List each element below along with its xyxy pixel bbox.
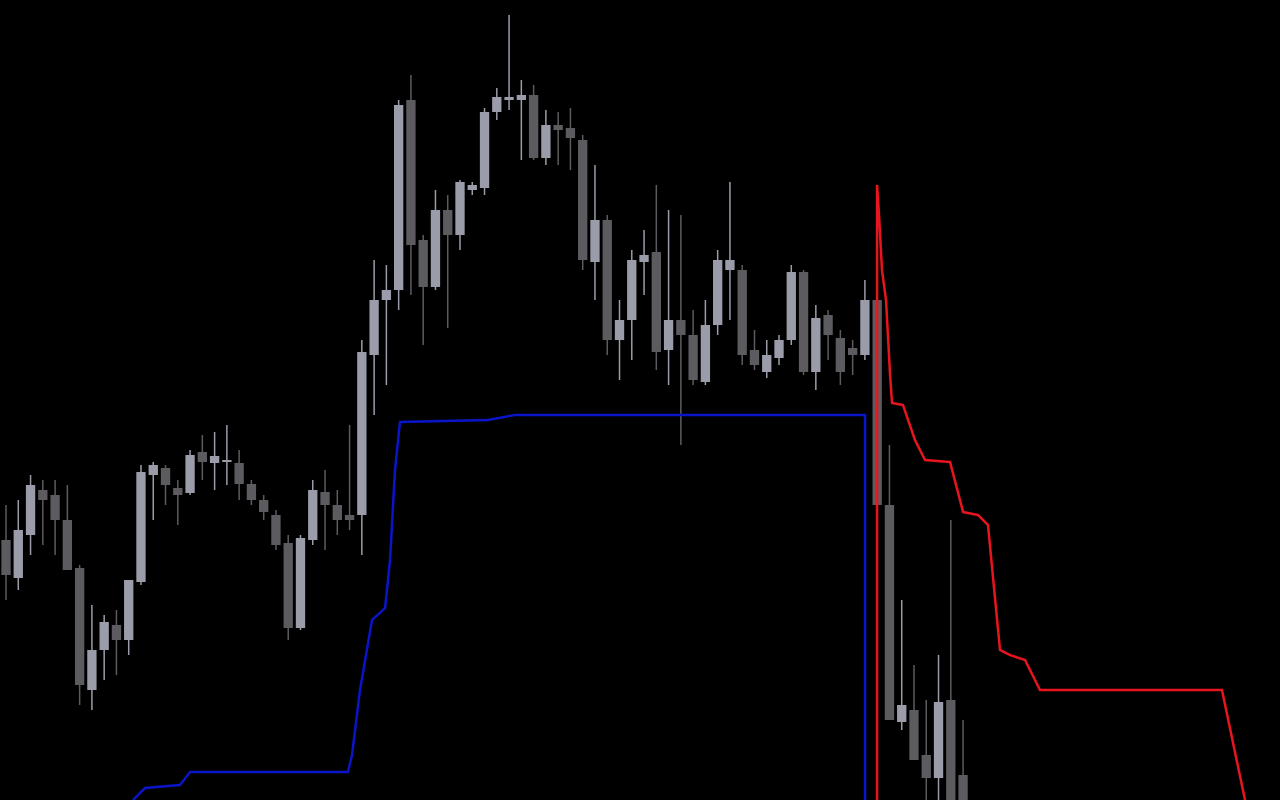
candle-body xyxy=(565,128,576,138)
candle-body xyxy=(418,240,428,287)
candle-body xyxy=(13,530,23,578)
candle-body xyxy=(430,210,441,287)
candle-body xyxy=(884,505,895,720)
candle-body xyxy=(541,125,551,158)
candle-body xyxy=(639,255,649,262)
candle-body xyxy=(933,702,944,778)
candle-body xyxy=(283,543,293,628)
candle-body xyxy=(700,325,711,382)
candle-body xyxy=(87,650,97,690)
candle-body xyxy=(958,775,968,800)
candle-body xyxy=(74,568,85,685)
candle-body xyxy=(443,210,453,235)
candle-body xyxy=(344,515,355,520)
candle-body xyxy=(99,622,109,650)
candle-body xyxy=(308,490,318,540)
candle-body xyxy=(185,455,195,493)
candle-body xyxy=(357,352,367,515)
candle-body xyxy=(835,338,846,372)
candle-body xyxy=(222,460,232,462)
candle-body xyxy=(160,468,171,485)
candle-body xyxy=(455,182,465,235)
indicator-line xyxy=(875,184,1247,800)
candle-body xyxy=(234,463,244,484)
candle-body xyxy=(271,515,281,545)
candle-body xyxy=(909,710,919,760)
candle-body xyxy=(921,755,931,778)
candle-body xyxy=(860,300,870,355)
candle-body xyxy=(663,320,674,350)
candle-body xyxy=(406,100,416,245)
candle-body xyxy=(467,185,477,190)
candle-body xyxy=(627,260,637,320)
candle-body xyxy=(578,140,588,260)
candle-body xyxy=(369,300,379,355)
candle-body xyxy=(602,220,612,340)
candle-body xyxy=(136,472,146,582)
candle-body xyxy=(479,112,490,188)
candle-body xyxy=(516,95,527,100)
candle-body xyxy=(246,484,257,500)
candle-body xyxy=(762,355,772,372)
candle-body xyxy=(811,318,821,372)
candle-body xyxy=(897,705,907,722)
candle-body xyxy=(713,260,723,325)
candle-body xyxy=(209,456,220,463)
candle-body xyxy=(173,488,183,495)
candle-body xyxy=(1,540,11,575)
candle-body xyxy=(749,350,760,365)
candle-body xyxy=(798,272,809,372)
candle-body xyxy=(847,348,858,355)
candle-body xyxy=(492,97,502,112)
indicator-line xyxy=(132,413,867,800)
candle-body xyxy=(688,335,698,380)
candle-body xyxy=(823,315,833,335)
candle-body xyxy=(332,505,342,520)
candle-body xyxy=(259,500,269,512)
candle-body xyxy=(651,252,661,352)
candle-body xyxy=(381,290,392,300)
candle-body xyxy=(528,95,539,158)
candle-body xyxy=(148,465,158,475)
candle-body xyxy=(393,105,404,290)
candle-body xyxy=(786,272,796,340)
candle-body xyxy=(62,520,73,570)
candle-body xyxy=(124,580,134,640)
candle-body xyxy=(725,260,735,270)
candle-body xyxy=(25,485,36,535)
candle-body xyxy=(197,452,207,462)
candle-body xyxy=(737,270,747,355)
candle-body xyxy=(111,625,122,640)
candle-body xyxy=(614,320,625,340)
candle-body xyxy=(295,538,306,628)
candle-body xyxy=(320,492,330,505)
candle-body xyxy=(590,220,600,262)
candle-body xyxy=(38,490,48,500)
candle-body xyxy=(504,97,514,100)
candle-body xyxy=(946,700,956,800)
candle-body xyxy=(50,495,60,520)
candle-body xyxy=(774,340,784,358)
candle-body xyxy=(553,125,563,130)
candle-body xyxy=(676,320,686,335)
